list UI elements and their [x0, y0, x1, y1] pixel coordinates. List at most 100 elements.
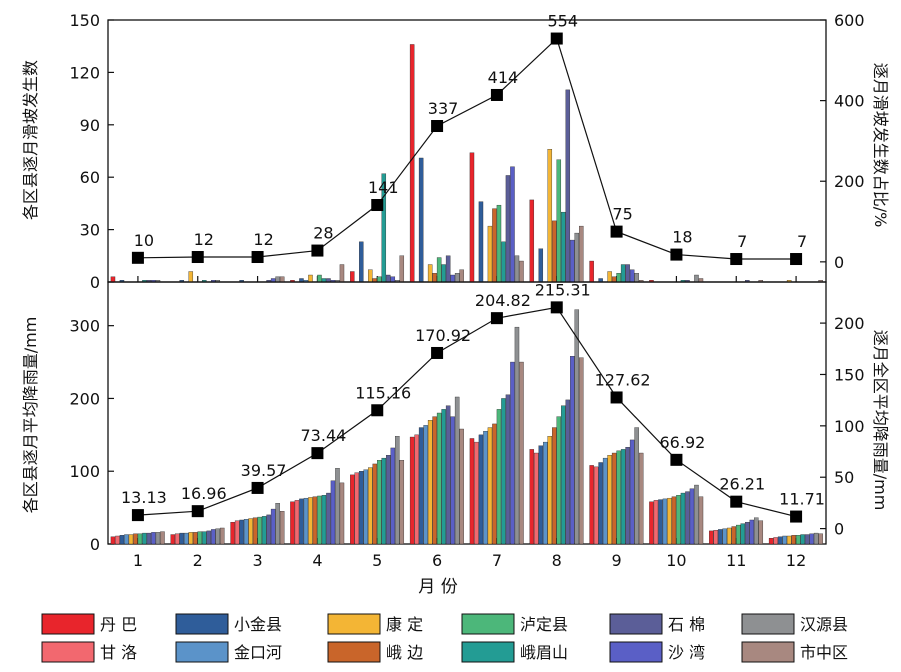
line-marker: [670, 453, 683, 466]
line-marker: [550, 301, 563, 314]
bar: [399, 255, 405, 283]
bar: [483, 431, 488, 545]
bar: [510, 361, 515, 545]
bar: [565, 399, 571, 545]
bar: [736, 524, 741, 545]
bar: [809, 533, 814, 545]
bar: [146, 532, 152, 545]
bar: [188, 271, 194, 283]
legend-label: 金口河: [234, 643, 282, 662]
legend-label: 峨眉山: [520, 643, 568, 662]
bar: [731, 526, 737, 545]
bar: [179, 532, 185, 545]
bar: [629, 269, 635, 283]
bar: [800, 534, 805, 545]
bar: [239, 519, 244, 545]
bar: [713, 529, 719, 545]
bar: [478, 434, 484, 545]
bar: [620, 264, 626, 283]
plot-frame: [107, 19, 827, 283]
data-label: 414: [488, 68, 519, 87]
line-marker: [670, 248, 683, 261]
bar: [611, 452, 617, 545]
data-label: 12: [194, 230, 214, 249]
bar: [436, 257, 442, 283]
bar: [616, 450, 621, 545]
line-marker: [131, 509, 144, 522]
data-label: 28: [313, 224, 333, 243]
bar: [160, 531, 165, 545]
x-axis-tick-label: 10: [666, 551, 686, 570]
bar: [151, 532, 156, 545]
bar: [155, 532, 161, 545]
bar: [128, 534, 134, 545]
left-axis-tick-label: 200: [69, 389, 100, 408]
bar: [529, 199, 535, 283]
bar: [441, 409, 446, 545]
left-axis-tick-label: 0: [90, 273, 100, 292]
bar: [368, 269, 373, 283]
bar: [266, 514, 271, 545]
bar: [243, 519, 249, 545]
legend-swatch: [741, 641, 795, 663]
bar: [390, 276, 396, 283]
data-label: 73.44: [301, 426, 347, 445]
bar: [390, 447, 396, 545]
legend-label: 汉源县: [800, 615, 848, 634]
bar: [290, 501, 295, 545]
bar: [698, 496, 704, 545]
bar: [556, 159, 562, 283]
bar: [552, 220, 557, 283]
data-label: 75: [612, 205, 632, 224]
bar: [740, 523, 746, 545]
left-axis-tick-label: 60: [80, 168, 100, 187]
data-label: 66.92: [660, 433, 706, 452]
bar: [270, 508, 276, 545]
bar: [589, 465, 594, 545]
bar: [441, 264, 446, 283]
bar: [469, 438, 475, 545]
bar: [813, 532, 819, 545]
trend-line: [137, 37, 797, 260]
bar: [275, 276, 280, 283]
bar: [372, 463, 378, 545]
line-marker: [311, 447, 324, 460]
data-label: 16.96: [181, 484, 227, 503]
data-label: 141: [368, 178, 399, 197]
bar: [326, 492, 331, 545]
data-label: 39.57: [241, 461, 287, 480]
left-axis-tick-label: 90: [80, 116, 100, 135]
legend-label: 小金县: [234, 615, 282, 634]
line-marker: [431, 120, 444, 133]
data-label: 115.16: [355, 383, 411, 402]
data-label: 7: [737, 232, 747, 251]
x-axis-tick-label: 4: [312, 551, 322, 570]
bar: [110, 276, 116, 283]
bar: [487, 427, 493, 545]
bar: [115, 535, 120, 545]
bar: [745, 521, 750, 545]
bar: [574, 232, 580, 283]
bar: [519, 260, 524, 283]
bar: [634, 273, 639, 283]
bar: [261, 516, 267, 545]
bar: [611, 276, 617, 283]
bar: [556, 416, 562, 545]
bar: [676, 495, 681, 545]
bar: [804, 534, 810, 545]
bar: [547, 149, 553, 283]
bar: [275, 503, 280, 545]
bar: [514, 326, 520, 545]
bar: [339, 482, 345, 545]
left-axis-tick-label: 100: [69, 462, 100, 481]
bar: [175, 533, 180, 545]
bar: [170, 534, 176, 545]
line-marker: [730, 495, 743, 508]
bar: [638, 452, 644, 545]
right-axis-tick-label: 50: [834, 468, 854, 487]
legend-swatch: [461, 641, 515, 663]
legend-swatch: [327, 613, 381, 635]
bar: [350, 271, 355, 283]
